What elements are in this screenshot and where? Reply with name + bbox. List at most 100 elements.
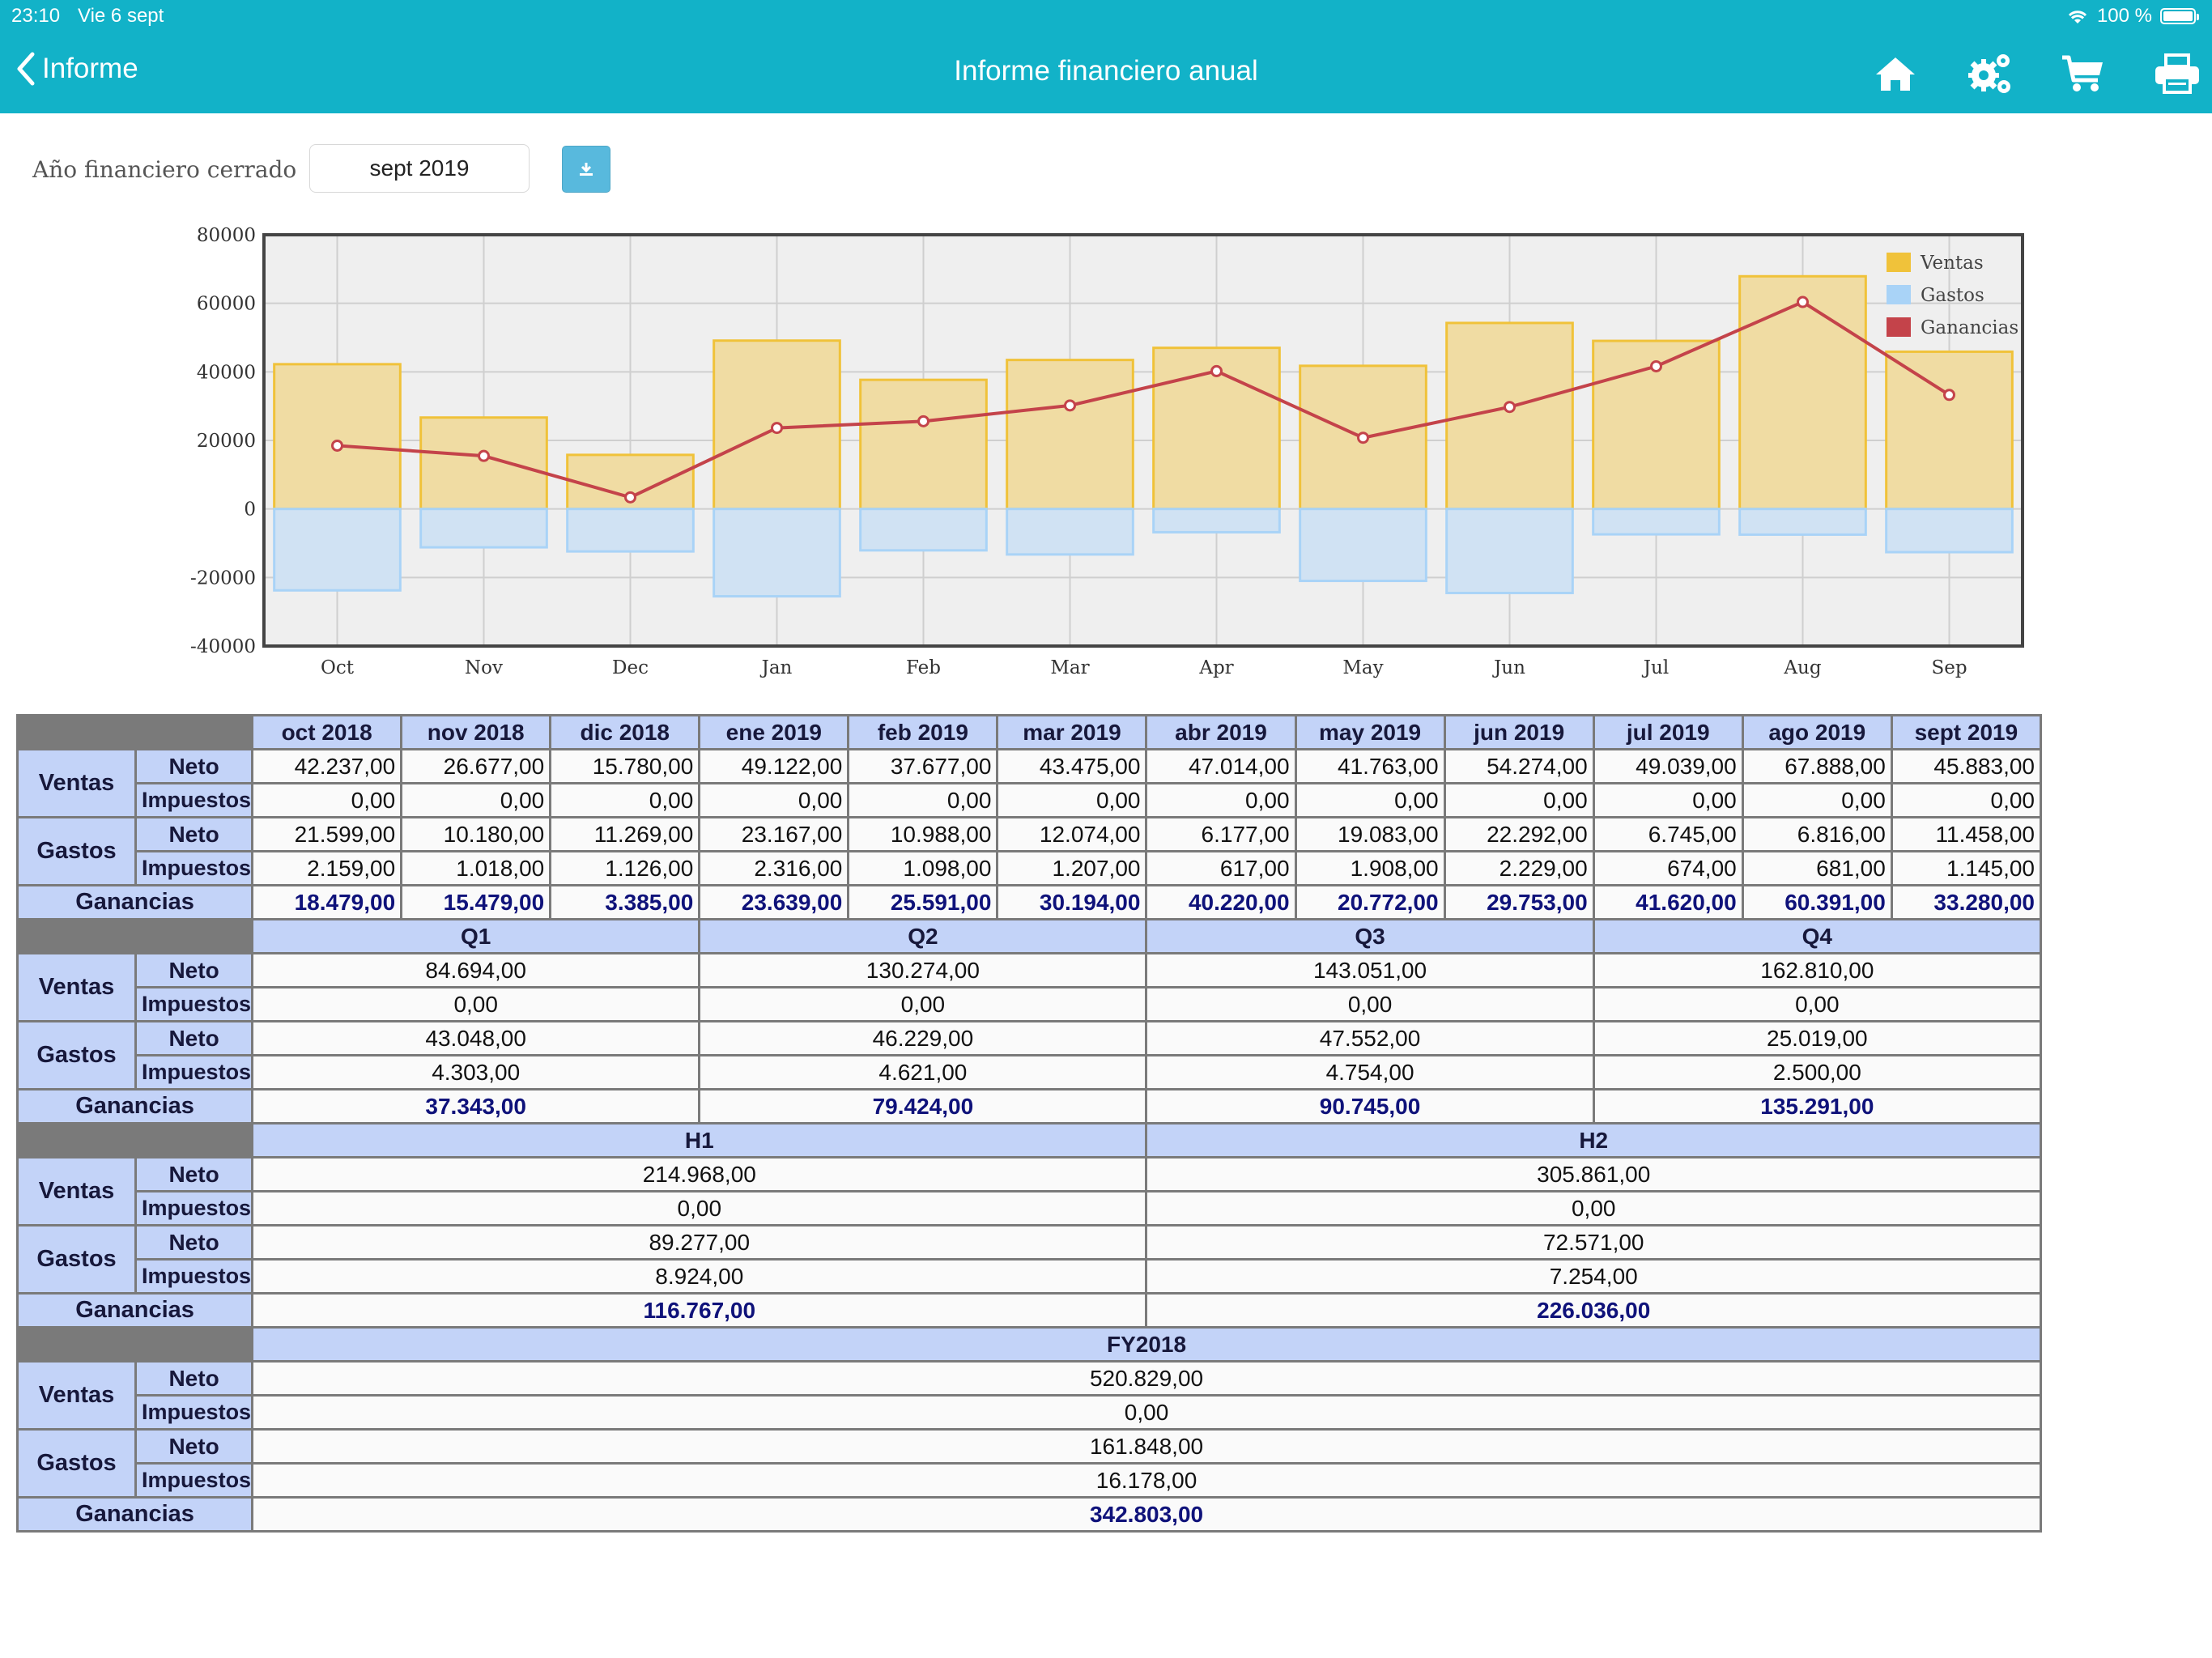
- battery-percent: 100 %: [2096, 5, 2152, 27]
- ventas-impuestos-value: 0,00: [1890, 782, 2043, 818]
- ventas-neto-value: 305.861,00: [1145, 1156, 2042, 1192]
- ventas-impuestos-value: 0,00: [251, 1394, 2042, 1431]
- column-header: jun 2019: [1443, 714, 1595, 750]
- gastos-bar: [566, 508, 695, 553]
- ventas-neto-value: 162.810,00: [1592, 952, 2043, 988]
- gastos-impuestos-value: 16.178,00: [251, 1462, 2042, 1499]
- ganancias-value: 25.591,00: [847, 884, 999, 920]
- gastos-bar: [1885, 508, 2014, 554]
- column-header: ene 2019: [698, 714, 850, 750]
- ventas-neto-value: 47.014,00: [1145, 748, 1297, 784]
- y-tick-label: 60000: [197, 294, 256, 315]
- status-date: Vie 6 sept: [78, 5, 164, 27]
- ventas-legend-label: Ventas: [1920, 253, 1984, 274]
- ventas-impuestos-value: 0,00: [1145, 782, 1297, 818]
- ganancias-point: [331, 439, 343, 452]
- ventas-neto-value: 49.122,00: [698, 748, 850, 784]
- ganancias-line: [337, 300, 1950, 500]
- cart-button[interactable]: [2060, 50, 2107, 97]
- ventas-neto-value: 520.829,00: [251, 1360, 2042, 1397]
- table-row: Ventas Neto 520.829,00: [15, 1360, 2042, 1431]
- home-button[interactable]: [1872, 50, 1919, 97]
- ventas-bar: [273, 363, 402, 511]
- ganancias-point: [1650, 359, 1662, 372]
- gastos-impuestos-value: 1.145,00: [1890, 850, 2043, 886]
- wifi-icon: [2068, 11, 2087, 23]
- table-row: Impuestos 0,00: [18, 1394, 2042, 1431]
- gastos-neto-value: 11.458,00: [1890, 816, 2043, 852]
- ventas-impuestos-value: 0,00: [1592, 782, 1744, 818]
- year-select[interactable]: sept 2019: [309, 144, 530, 193]
- gastos-neto-value: 46.229,00: [698, 1020, 1148, 1056]
- column-header: dic 2018: [549, 714, 701, 750]
- gastos-neto-value: 6.177,00: [1145, 816, 1297, 852]
- ventas-neto-value: 214.968,00: [251, 1156, 1148, 1192]
- gastos-impuestos-value: 1.098,00: [847, 850, 999, 886]
- print-button[interactable]: [2154, 50, 2201, 97]
- column-header: FY2018: [251, 1326, 2042, 1363]
- gastos-impuestos-value: 674,00: [1592, 850, 1744, 886]
- table-row: Impuestos 4.303,00 4.621,00 4.754,00 2.500,0…: [18, 1054, 2043, 1090]
- gastos-neto-value: 72.571,00: [1145, 1224, 2042, 1261]
- ganancias-point: [478, 449, 490, 462]
- gastos-row-label: Gastos: [15, 1428, 138, 1499]
- nav-actions: [1872, 50, 2201, 97]
- y-tick-label: -40000: [190, 636, 256, 657]
- ventas-neto-value: 15.780,00: [549, 748, 701, 784]
- column-header: feb 2019: [847, 714, 999, 750]
- ganancias-point: [1357, 432, 1369, 444]
- financial-chart: 80000 60000 40000 20000 0 -20000 -40000 Oct Nov…: [190, 225, 2024, 678]
- gastos-legend-label: Gastos: [1921, 285, 1984, 306]
- year-selector-row: Año financiero cerrado sept 2019: [0, 142, 729, 196]
- ventas-neto-value: 143.051,00: [1145, 952, 1595, 988]
- gastos-bar: [713, 508, 841, 598]
- back-button[interactable]: Informe: [16, 52, 138, 86]
- table-row: Ventas Neto 42.237,00 26.677,00 15.780,00 49.…: [15, 748, 2043, 818]
- profit-row: Ganancias 116.767,00 226.036,00: [15, 1292, 2042, 1329]
- ganancias-row-label: Ganancias: [15, 1088, 254, 1124]
- ventas-neto-value: 37.677,00: [847, 748, 999, 784]
- table-row: Gastos Neto 89.277,00 72.571,00: [15, 1224, 2042, 1295]
- gastos-neto-value: 10.180,00: [400, 816, 552, 852]
- ganancias-point: [917, 414, 929, 427]
- ventas-neto-value: 49.039,00: [1592, 748, 1744, 784]
- ventas-impuestos-value: 0,00: [1145, 1190, 2042, 1226]
- gastos-impuestos-value: 2.500,00: [1592, 1054, 2043, 1090]
- ganancias-row-label: Ganancias: [15, 1496, 254, 1533]
- x-tick-label: Feb: [906, 657, 941, 678]
- chevron-left-icon: [17, 52, 35, 86]
- gastos-impuestos-value: 1.908,00: [1294, 850, 1446, 886]
- ganancias-point: [1064, 399, 1076, 412]
- ganancias-row-label: Ganancias: [15, 1292, 254, 1329]
- column-header: H2: [1145, 1122, 2042, 1158]
- column-header: ago 2019: [1741, 714, 1893, 750]
- download-icon: [580, 163, 593, 176]
- table-corner: [15, 714, 254, 750]
- impuestos-label: Impuestos: [134, 1258, 254, 1295]
- settings-button[interactable]: [1966, 50, 2013, 97]
- table-row: Ventas Neto 214.968,00 305.861,00: [15, 1156, 2042, 1226]
- ganancias-point: [771, 422, 783, 435]
- halfyear-header-row: H1 H2: [15, 1122, 2042, 1158]
- download-button[interactable]: [562, 146, 610, 193]
- ventas-row-label: Ventas: [15, 748, 138, 818]
- ganancias-value: 226.036,00: [1145, 1292, 2042, 1329]
- ganancias-value: 60.391,00: [1741, 884, 1893, 920]
- ganancias-value: 90.745,00: [1145, 1088, 1595, 1124]
- column-header: Q2: [698, 918, 1148, 954]
- ventas-neto-value: 67.888,00: [1741, 748, 1893, 784]
- gastos-row-label: Gastos: [15, 816, 138, 886]
- print-icon: [2155, 53, 2199, 94]
- y-tick-label: 80000: [197, 225, 256, 246]
- ganancias-value: 33.280,00: [1890, 884, 2043, 920]
- ganancias-point: [1943, 389, 1955, 402]
- impuestos-label: Impuestos: [134, 782, 254, 818]
- x-tick-label: Sep: [1931, 657, 1967, 678]
- gastos-impuestos-value: 1.018,00: [400, 850, 552, 886]
- ventas-impuestos-value: 0,00: [1443, 782, 1595, 818]
- gastos-neto-value: 6.745,00: [1592, 816, 1744, 852]
- ganancias-legend-swatch: [1887, 317, 1911, 337]
- gastos-impuestos-value: 2.229,00: [1443, 850, 1595, 886]
- ventas-impuestos-value: 0,00: [400, 782, 552, 818]
- table-row: Ventas Neto 84.694,00 130.274,00 143.051,00 1…: [15, 952, 2043, 1022]
